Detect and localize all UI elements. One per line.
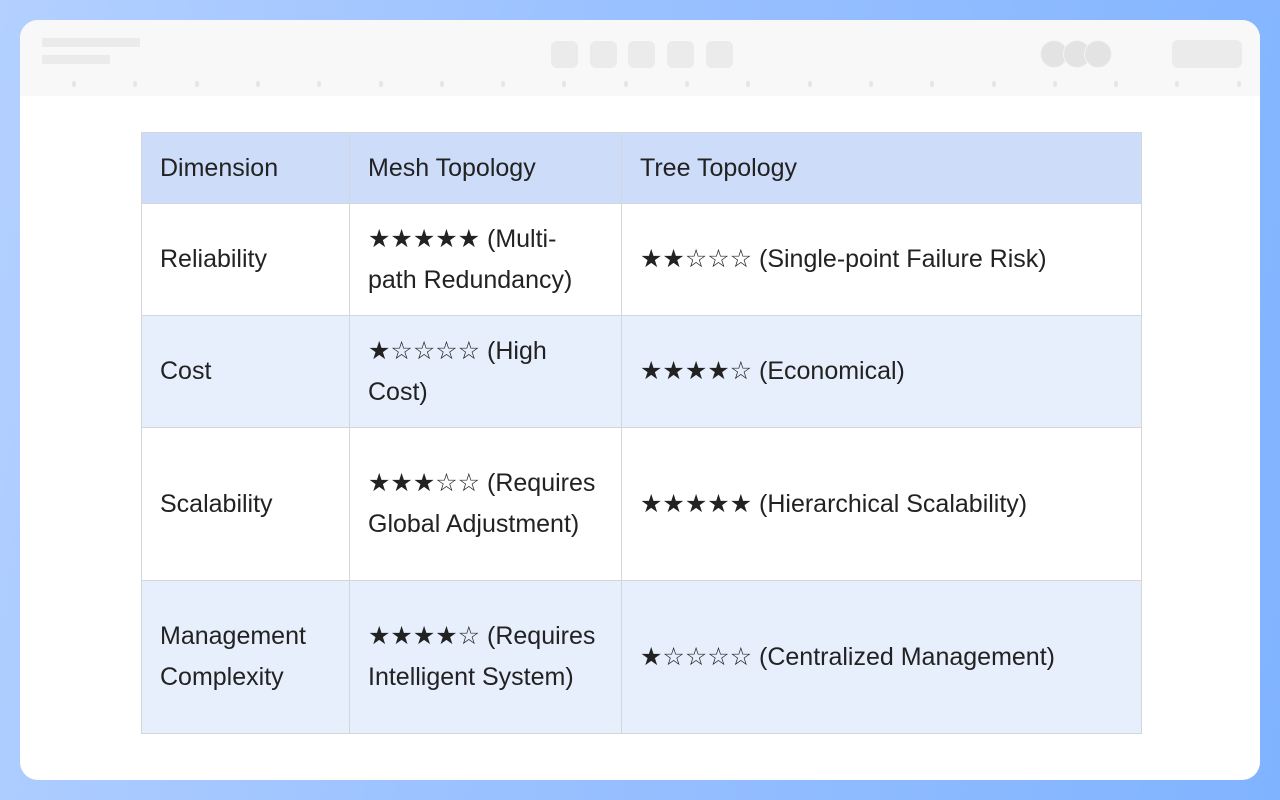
avatar[interactable] (1084, 40, 1112, 68)
window: Dimension Mesh Topology Tree Topology Re… (20, 20, 1260, 780)
toolbar-placeholder (20, 20, 1260, 96)
ruler-tick (501, 81, 506, 87)
dimension-cell: Management Complexity (141, 580, 350, 734)
ruler-tick (72, 81, 76, 87)
subtitle-placeholder (42, 55, 110, 64)
ruler-tick (317, 81, 322, 87)
header-cell: Dimension (141, 132, 350, 204)
toolbar-button[interactable] (551, 41, 578, 68)
ruler-tick (807, 81, 812, 87)
toolbar-button[interactable] (667, 41, 694, 68)
toolbar-button[interactable] (590, 41, 617, 68)
ruler-tick (133, 81, 138, 87)
tree-cell: ★★★★☆ (Economical) (621, 315, 1142, 428)
ruler-tick (930, 81, 935, 87)
tree-cell: ★★★★★ (Hierarchical Scalability) (621, 427, 1142, 581)
tree-cell: ★★☆☆☆ (Single-point Failure Risk) (621, 203, 1142, 316)
dimension-cell: Scalability (141, 427, 350, 581)
tree-cell: ★☆☆☆☆ (Centralized Management) (621, 580, 1142, 734)
dimension-cell: Cost (141, 315, 350, 428)
ruler-tick (685, 81, 689, 87)
header-cell: Mesh Topology (349, 132, 622, 204)
header-cell: Tree Topology (621, 132, 1142, 204)
ruler-tick (746, 81, 751, 87)
ruler-tick (868, 81, 873, 87)
ruler-tick (1114, 81, 1119, 87)
mesh-cell: ★★★★★ (Multi-path Redundancy) (349, 203, 622, 316)
table-row: Cost ★☆☆☆☆ (High Cost) ★★★★☆ (Economical… (141, 315, 1142, 428)
toolbar-button[interactable] (628, 41, 655, 68)
ruler-tick (1236, 81, 1241, 87)
dimension-cell: Reliability (141, 203, 350, 316)
ruler-tick (1052, 81, 1057, 87)
action-button[interactable] (1172, 40, 1242, 68)
mesh-cell: ★☆☆☆☆ (High Cost) (349, 315, 622, 428)
ruler-tick (194, 81, 199, 87)
table-row: Reliability ★★★★★ (Multi-path Redundancy… (141, 203, 1142, 316)
table-row: Scalability ★★★☆☆ (Requires Global Adjus… (141, 427, 1142, 581)
comparison-table: Dimension Mesh Topology Tree Topology Re… (141, 132, 1142, 734)
ruler-tick (255, 81, 260, 87)
ruler-tick (1175, 81, 1180, 87)
toolbar-button[interactable] (706, 41, 733, 68)
ruler-tick (439, 81, 444, 87)
ruler-tick (991, 81, 996, 87)
mesh-cell: ★★★☆☆ (Requires Global Adjustment) (349, 427, 622, 581)
ruler-tick (623, 81, 628, 87)
ruler-tick (378, 81, 383, 87)
table-row: Management Complexity ★★★★☆ (Requires In… (141, 580, 1142, 734)
mesh-cell: ★★★★☆ (Requires Intelligent System) (349, 580, 622, 734)
header-row: Dimension Mesh Topology Tree Topology (141, 132, 1142, 204)
title-placeholder (42, 38, 140, 47)
ruler-tick (562, 81, 567, 87)
